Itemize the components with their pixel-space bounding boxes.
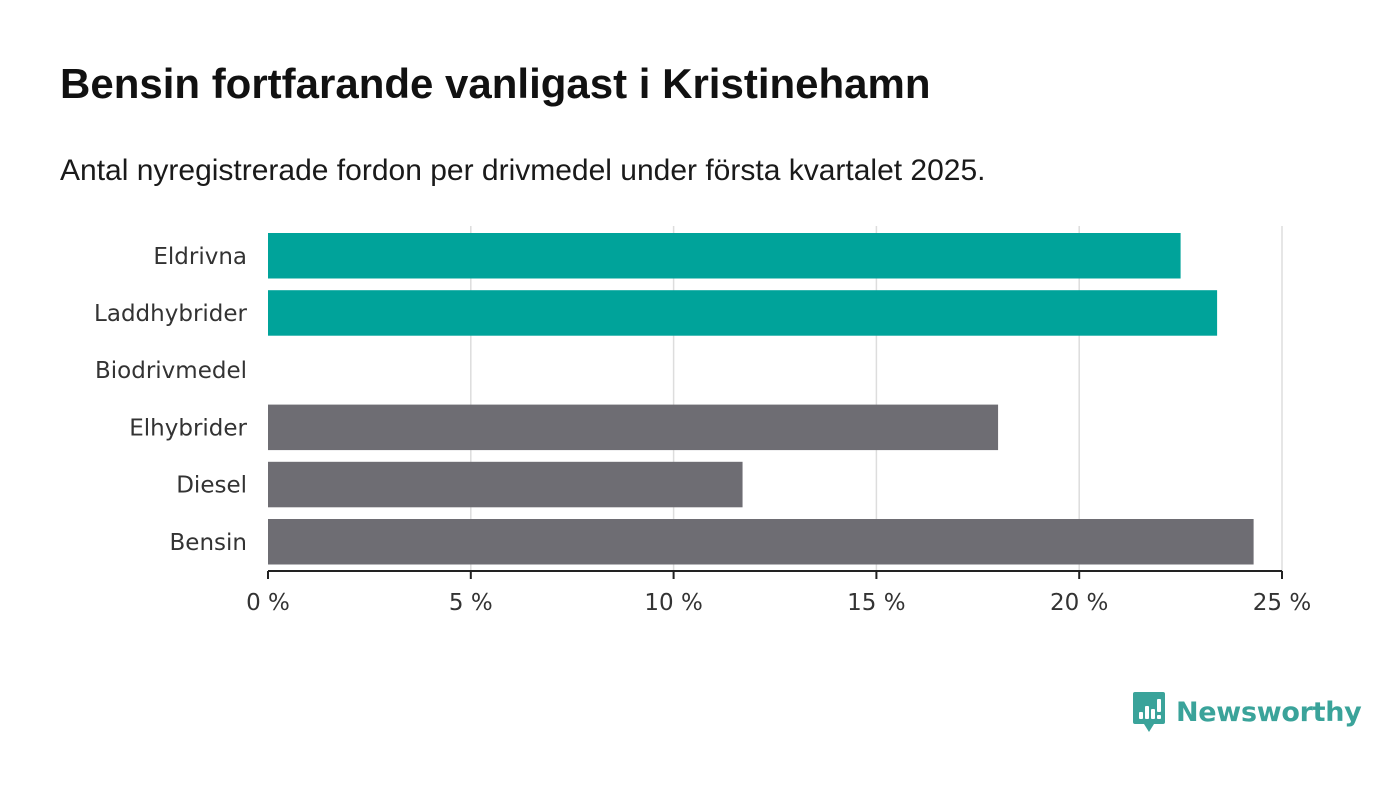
category-labels: Eldrivna Laddhybrider Biodrivmedel Elhybrid… <box>94 244 247 556</box>
x-tick-label-0: 0 % <box>246 590 290 616</box>
x-tick-label-15: 15 % <box>847 590 905 616</box>
category-label-eldrivna: Eldrivna <box>153 244 247 270</box>
category-label-diesel: Diesel <box>176 473 247 499</box>
bar-eldrivna <box>268 233 1181 279</box>
bar-laddhybrider <box>268 290 1218 336</box>
category-label-elhybrider: Elhybrider <box>129 415 247 441</box>
category-label-bensin: Bensin <box>170 530 247 556</box>
bar-diesel <box>268 461 743 508</box>
category-label-laddhybrider: Laddhybrider <box>94 301 247 327</box>
bar-elhybrider <box>268 404 999 451</box>
bar-bensin <box>268 519 1254 565</box>
x-axis: 0 % 5 % 10 % 15 % 20 % 25 % <box>246 570 1311 616</box>
brand-name: Newsworthy <box>1176 696 1362 728</box>
chart-title: Bensin fortfarande vanligast i Kristineh… <box>60 60 931 107</box>
x-tick-label-10: 10 % <box>644 590 702 616</box>
x-tick-label-20: 20 % <box>1050 590 1108 616</box>
bar-chart-speech-bubble-icon <box>1133 692 1165 732</box>
x-tick-label-5: 5 % <box>449 590 493 616</box>
x-tick-label-25: 25 % <box>1253 590 1311 616</box>
bars <box>268 233 1254 565</box>
category-label-biodrivmedel: Biodrivmedel <box>95 358 247 384</box>
grid-lines <box>470 226 1283 571</box>
newsworthy-logo: Newsworthy <box>1132 690 1362 734</box>
chart-subtitle: Antal nyregistrerade fordon per drivmede… <box>60 154 986 187</box>
